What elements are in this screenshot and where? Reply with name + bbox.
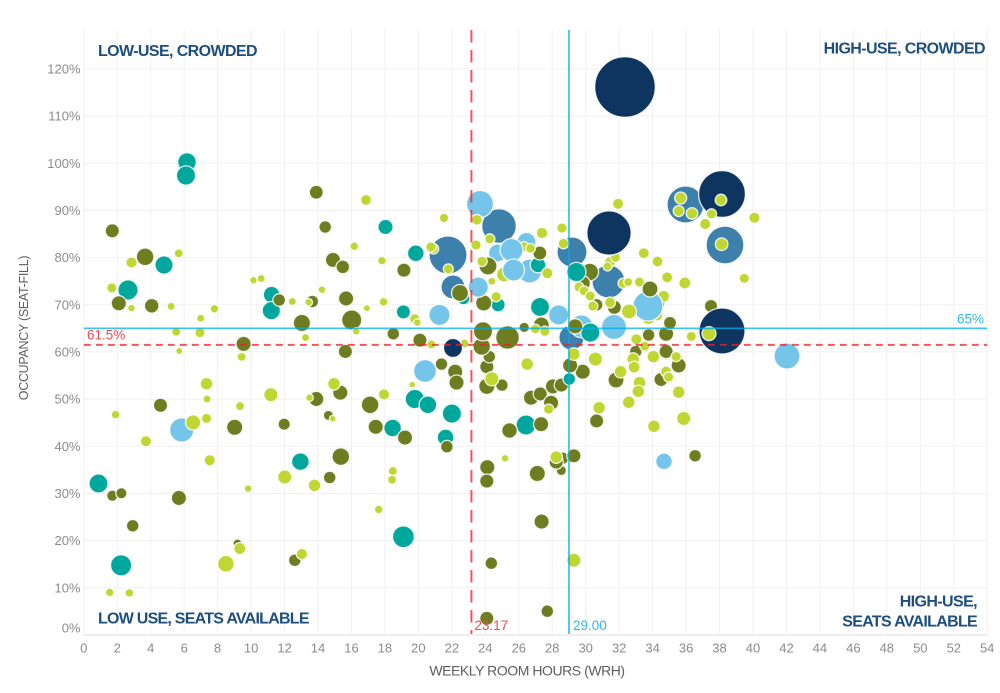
svg-text:29.00: 29.00	[573, 618, 607, 633]
svg-text:61.5%: 61.5%	[87, 328, 125, 343]
svg-text:0%: 0%	[62, 621, 81, 636]
svg-text:22: 22	[445, 641, 459, 656]
svg-text:40%: 40%	[54, 439, 80, 454]
svg-text:60%: 60%	[54, 344, 80, 359]
svg-text:10: 10	[244, 641, 258, 656]
svg-text:28: 28	[545, 641, 559, 656]
svg-text:OCCUPANCY (SEAT-FILL): OCCUPANCY (SEAT-FILL)	[17, 256, 31, 401]
svg-text:90%: 90%	[54, 203, 80, 218]
svg-text:50%: 50%	[54, 392, 80, 407]
svg-text:18: 18	[378, 641, 392, 656]
svg-text:HIGH-USE,: HIGH-USE,	[900, 594, 977, 611]
svg-text:16: 16	[344, 641, 358, 656]
svg-text:10%: 10%	[54, 580, 80, 595]
svg-text:32: 32	[612, 641, 626, 656]
svg-text:20: 20	[411, 641, 425, 656]
svg-text:LOW-USE, CROWDED: LOW-USE, CROWDED	[98, 43, 257, 60]
svg-text:52: 52	[947, 641, 961, 656]
svg-text:36: 36	[679, 641, 693, 656]
svg-text:30%: 30%	[54, 486, 80, 501]
svg-text:65%: 65%	[957, 312, 984, 327]
svg-text:2: 2	[114, 641, 121, 656]
svg-text:26: 26	[512, 641, 526, 656]
svg-text:SEATS AVAILABLE: SEATS AVAILABLE	[842, 614, 978, 631]
svg-text:110%: 110%	[48, 109, 81, 124]
svg-text:8: 8	[214, 641, 221, 656]
svg-text:0: 0	[80, 641, 87, 656]
svg-text:LOW USE, SEATS AVAILABLE: LOW USE, SEATS AVAILABLE	[98, 611, 310, 628]
svg-text:24: 24	[478, 641, 492, 656]
svg-text:120%: 120%	[47, 61, 81, 76]
svg-text:23.17: 23.17	[474, 618, 508, 633]
svg-text:30: 30	[578, 641, 592, 656]
svg-text:48: 48	[880, 641, 894, 656]
svg-text:44: 44	[813, 641, 827, 656]
svg-text:HIGH-USE, CROWDED: HIGH-USE, CROWDED	[824, 41, 985, 58]
svg-text:14: 14	[311, 641, 325, 656]
svg-text:100%: 100%	[47, 156, 81, 171]
svg-text:6: 6	[181, 641, 188, 656]
svg-text:WEEKLY ROOM HOURS (WRH): WEEKLY ROOM HOURS (WRH)	[429, 663, 624, 679]
svg-text:12: 12	[277, 641, 291, 656]
svg-text:20%: 20%	[54, 533, 80, 548]
svg-text:70%: 70%	[54, 297, 80, 312]
svg-text:38: 38	[712, 641, 726, 656]
svg-text:80%: 80%	[54, 250, 80, 265]
svg-text:40: 40	[746, 641, 760, 656]
svg-text:4: 4	[147, 641, 154, 656]
svg-text:50: 50	[913, 641, 927, 656]
svg-text:42: 42	[779, 641, 793, 656]
svg-text:34: 34	[645, 641, 659, 656]
svg-text:46: 46	[846, 641, 860, 656]
svg-text:54: 54	[980, 641, 994, 656]
